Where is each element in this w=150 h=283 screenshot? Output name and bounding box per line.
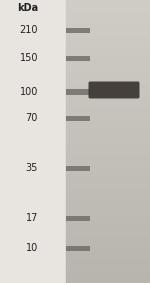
Text: 210: 210 xyxy=(20,25,38,35)
Text: 35: 35 xyxy=(26,163,38,173)
Text: 100: 100 xyxy=(20,87,38,97)
Bar xyxy=(66,55,90,61)
FancyBboxPatch shape xyxy=(88,82,140,98)
Bar xyxy=(66,215,90,220)
Bar xyxy=(66,245,90,250)
Bar xyxy=(66,115,90,121)
Bar xyxy=(66,27,90,33)
Bar xyxy=(66,166,90,170)
Bar xyxy=(66,89,90,95)
Text: 70: 70 xyxy=(26,113,38,123)
Text: 17: 17 xyxy=(26,213,38,223)
Text: 150: 150 xyxy=(20,53,38,63)
Text: kDa: kDa xyxy=(17,3,38,13)
Text: 10: 10 xyxy=(26,243,38,253)
Bar xyxy=(66,0,150,283)
